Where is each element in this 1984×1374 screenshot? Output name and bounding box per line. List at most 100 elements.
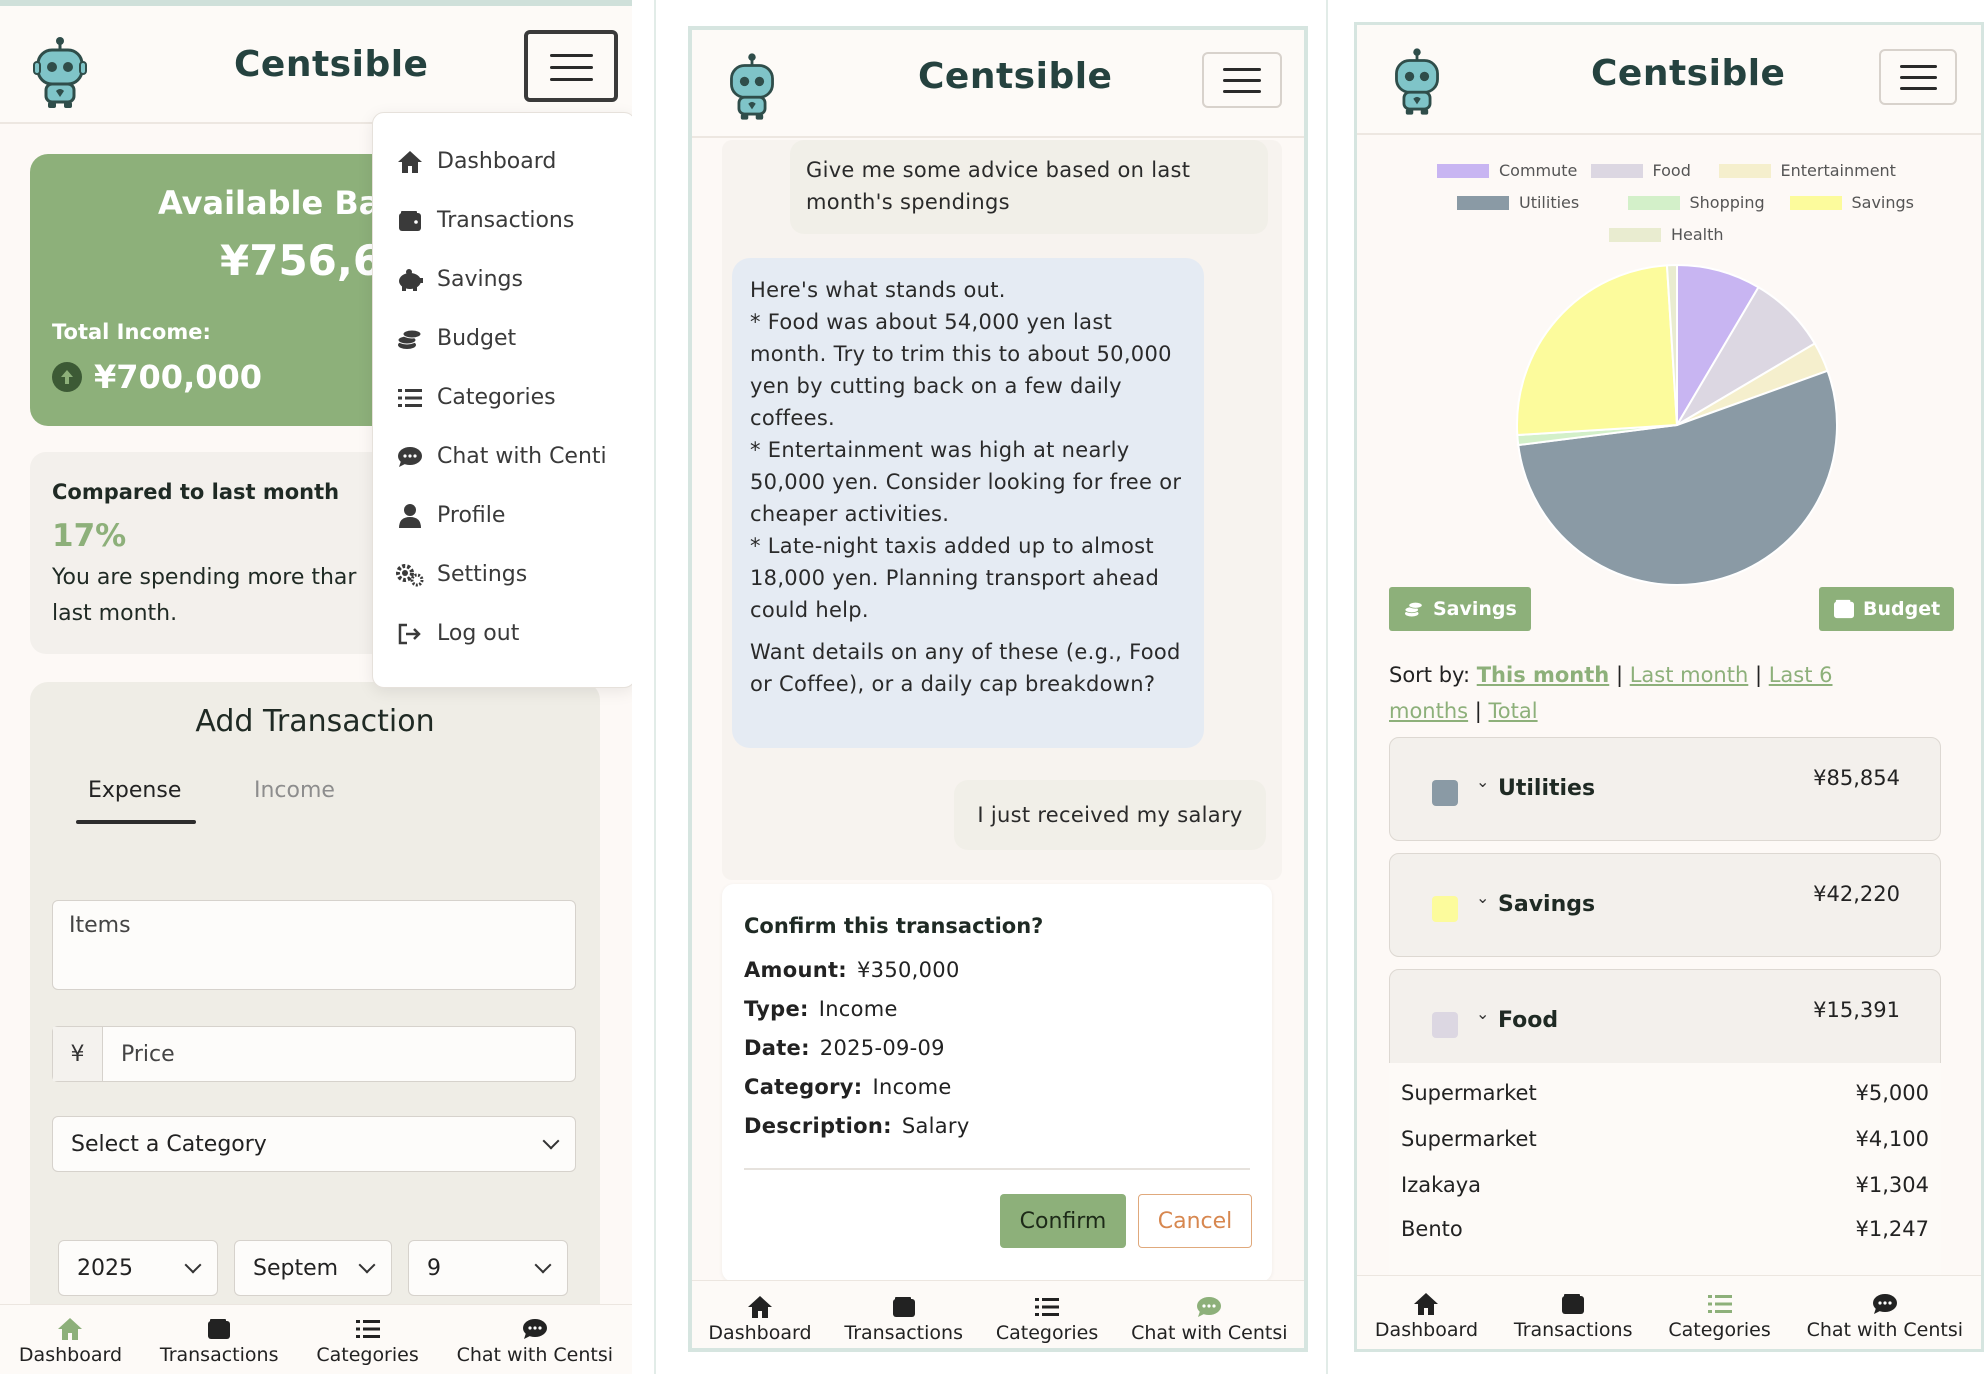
legend-label: Commute	[1499, 161, 1578, 180]
type-row: Type: Income	[744, 997, 898, 1021]
menu-toggle-button[interactable]	[524, 30, 618, 102]
menu-item-transactions[interactable]: Transactions	[395, 208, 574, 233]
legend-swatch	[1609, 227, 1661, 242]
category-card-food[interactable]: ⌄ Food ¥15,391	[1389, 969, 1941, 1073]
menu-toggle-button[interactable]	[1879, 49, 1957, 105]
user-message: I just received my salary	[954, 780, 1266, 850]
item-amount: ¥4,100	[1855, 1127, 1929, 1151]
sort-last-6-months-link[interactable]: Last 6 months	[1389, 663, 1833, 723]
item-amount: ¥5,000	[1855, 1081, 1929, 1105]
legend-item[interactable]: Shopping	[1627, 193, 1765, 212]
day-select[interactable]: 9	[408, 1240, 568, 1296]
year-select[interactable]: 2025	[58, 1240, 218, 1296]
nav-transactions[interactable]: Transactions	[1514, 1291, 1632, 1341]
category-swatch	[1432, 780, 1458, 806]
nav-chat[interactable]: Chat with Centsi	[1807, 1291, 1963, 1341]
confirm-title: Confirm this transaction?	[744, 914, 1044, 938]
legend-label: Utilities	[1519, 193, 1580, 212]
arrow-up-circle-icon	[52, 362, 82, 392]
menu-item-categories[interactable]: Categories	[395, 385, 556, 410]
month-select[interactable]: Septem	[234, 1240, 392, 1296]
tab-expense[interactable]: Expense	[88, 778, 182, 803]
items-field[interactable]: Items	[52, 900, 576, 990]
list-item[interactable]: Bento ¥1,247	[1401, 1217, 1929, 1241]
legend-item[interactable]: Utilities	[1457, 193, 1579, 212]
double-chevron-down-icon: ⌄	[1476, 888, 1490, 907]
legend-item[interactable]: Commute	[1437, 161, 1577, 180]
pie-slice-utilities[interactable]	[1517, 369, 1838, 586]
description-value: Salary	[901, 1114, 970, 1138]
sort-total-link[interactable]: Total	[1488, 699, 1538, 723]
dropdown-menu: Dashboard Transactions Savings Budget Ca…	[372, 112, 632, 688]
category-select[interactable]: Select a Category	[52, 1116, 576, 1172]
category-card-savings[interactable]: ⌄ Savings ¥42,220	[1389, 853, 1941, 957]
amount-label: Amount:	[744, 958, 847, 982]
legend-item[interactable]: Food	[1590, 161, 1691, 180]
nav-dashboard[interactable]: Dashboard	[708, 1294, 812, 1344]
nav-chat[interactable]: Chat with Centsi	[457, 1316, 613, 1366]
robot-logo-icon[interactable]	[30, 36, 90, 110]
list-icon	[1035, 1294, 1060, 1320]
cancel-button[interactable]: Cancel	[1138, 1194, 1252, 1248]
legend-label: Food	[1652, 161, 1691, 180]
dashboard-panel: Centsible Available Ba ¥756,61 Total Inc…	[0, 0, 632, 1374]
legend-item[interactable]: Savings	[1789, 193, 1914, 212]
category-amount: ¥42,220	[1813, 882, 1900, 906]
nav-dashboard[interactable]: Dashboard	[1375, 1291, 1478, 1341]
category-name: Food	[1498, 1008, 1559, 1033]
sort-last-month-link[interactable]: Last month	[1629, 663, 1749, 687]
menu-item-savings[interactable]: Savings	[395, 267, 523, 292]
home-icon	[746, 1294, 774, 1320]
list-item[interactable]: Supermarket ¥4,100	[1401, 1127, 1929, 1151]
legend-item[interactable]: Health	[1609, 225, 1724, 244]
confirm-button[interactable]: Confirm	[1000, 1194, 1126, 1248]
nav-transactions[interactable]: Transactions	[844, 1294, 963, 1344]
pie-slice-savings[interactable]	[1516, 264, 1679, 437]
nav-label: Dashboard	[1374, 1318, 1479, 1341]
amount-row: Amount: ¥350,000	[744, 958, 960, 982]
home-icon	[395, 150, 425, 174]
legend-item[interactable]: Entertainment	[1718, 161, 1896, 180]
menu-item-profile[interactable]: Profile	[395, 503, 505, 528]
nav-categories[interactable]: Categories	[1668, 1291, 1771, 1341]
price-field[interactable]: ¥ Price	[52, 1026, 576, 1082]
list-item[interactable]: Izakaya ¥1,304	[1401, 1173, 1929, 1197]
active-tab-indicator	[76, 820, 196, 824]
sort-this-month-link[interactable]: This month	[1476, 663, 1610, 687]
menu-item-chat[interactable]: Chat with Centi	[395, 444, 607, 469]
nav-dashboard[interactable]: Dashboard	[19, 1316, 122, 1366]
nav-label: Dashboard	[708, 1321, 812, 1344]
nav-chat[interactable]: Chat with Centsi	[1131, 1294, 1288, 1344]
robot-logo-icon[interactable]	[1389, 47, 1445, 117]
nav-categories[interactable]: Categories	[996, 1294, 1098, 1344]
menu-toggle-button[interactable]	[1202, 52, 1282, 108]
menu-item-label: Profile	[437, 503, 506, 528]
categories-panel: Centsible Commute Food Entertainment Utilit…	[1354, 22, 1984, 1352]
items-placeholder: Items	[69, 913, 131, 938]
menu-item-settings[interactable]: Settings	[395, 562, 527, 587]
nav-transactions[interactable]: Transactions	[160, 1316, 278, 1366]
nav-label: Chat with Centsi	[1131, 1321, 1288, 1344]
bottom-nav: Dashboard Transactions Categories Chat w…	[0, 1304, 632, 1374]
list-item[interactable]: Supermarket ¥5,000	[1401, 1081, 1929, 1105]
menu-item-dashboard[interactable]: Dashboard	[395, 149, 556, 174]
nav-categories[interactable]: Categories	[316, 1316, 419, 1366]
legend-label: Health	[1671, 225, 1724, 244]
budget-button[interactable]: Budget	[1819, 587, 1955, 631]
savings-button[interactable]: Savings	[1389, 587, 1531, 631]
spending-pie-chart[interactable]	[1507, 255, 1847, 595]
robot-logo-icon[interactable]	[724, 52, 780, 122]
menu-item-budget[interactable]: Budget	[395, 326, 516, 351]
category-card-utilities[interactable]: ⌄ Utilities ¥85,854	[1389, 737, 1941, 841]
category-swatch	[1432, 1012, 1458, 1038]
gears-icon	[395, 563, 425, 587]
sort-label: Sort by:	[1389, 663, 1471, 687]
list-icon	[355, 1316, 380, 1342]
pie-slice-health[interactable]	[1665, 263, 1678, 426]
nav-label: Chat with Centsi	[456, 1343, 614, 1366]
menu-item-logout[interactable]: Log out	[395, 621, 519, 646]
nav-label: Categories	[316, 1343, 419, 1366]
tab-income[interactable]: Income	[254, 778, 335, 803]
pie-slice-commute[interactable]	[1676, 263, 1760, 429]
item-name: Supermarket	[1401, 1081, 1537, 1105]
